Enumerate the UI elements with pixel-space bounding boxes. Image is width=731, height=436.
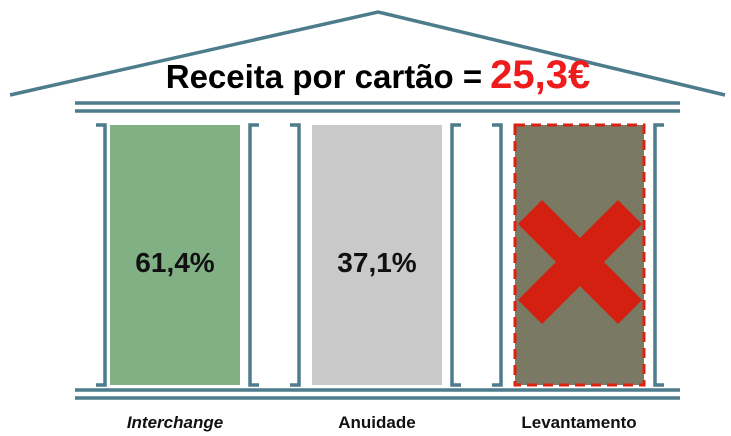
title-text: Receita por cartão = bbox=[166, 58, 482, 95]
cross bbox=[517, 199, 643, 325]
bracket bbox=[290, 123, 301, 387]
bracket bbox=[492, 123, 503, 387]
title: Receita por cartão = 25,3€ bbox=[166, 53, 591, 97]
pillar-value: 37,1% bbox=[337, 247, 416, 278]
pillar bbox=[513, 123, 646, 387]
roof bbox=[9, 10, 726, 97]
pillar-label: Interchange bbox=[127, 413, 223, 432]
bracket bbox=[653, 123, 664, 387]
bracket bbox=[248, 123, 259, 387]
pillar bbox=[312, 125, 442, 385]
pillar bbox=[110, 125, 240, 385]
pillar-label: Anuidade bbox=[338, 413, 415, 432]
bracket bbox=[96, 123, 107, 387]
bracket bbox=[450, 123, 461, 387]
pillar-label: Levantamento bbox=[521, 413, 636, 432]
cross-bar bbox=[517, 199, 643, 325]
pillar-value: 61,4% bbox=[135, 247, 214, 278]
title-value: 25,3€ bbox=[490, 53, 590, 97]
